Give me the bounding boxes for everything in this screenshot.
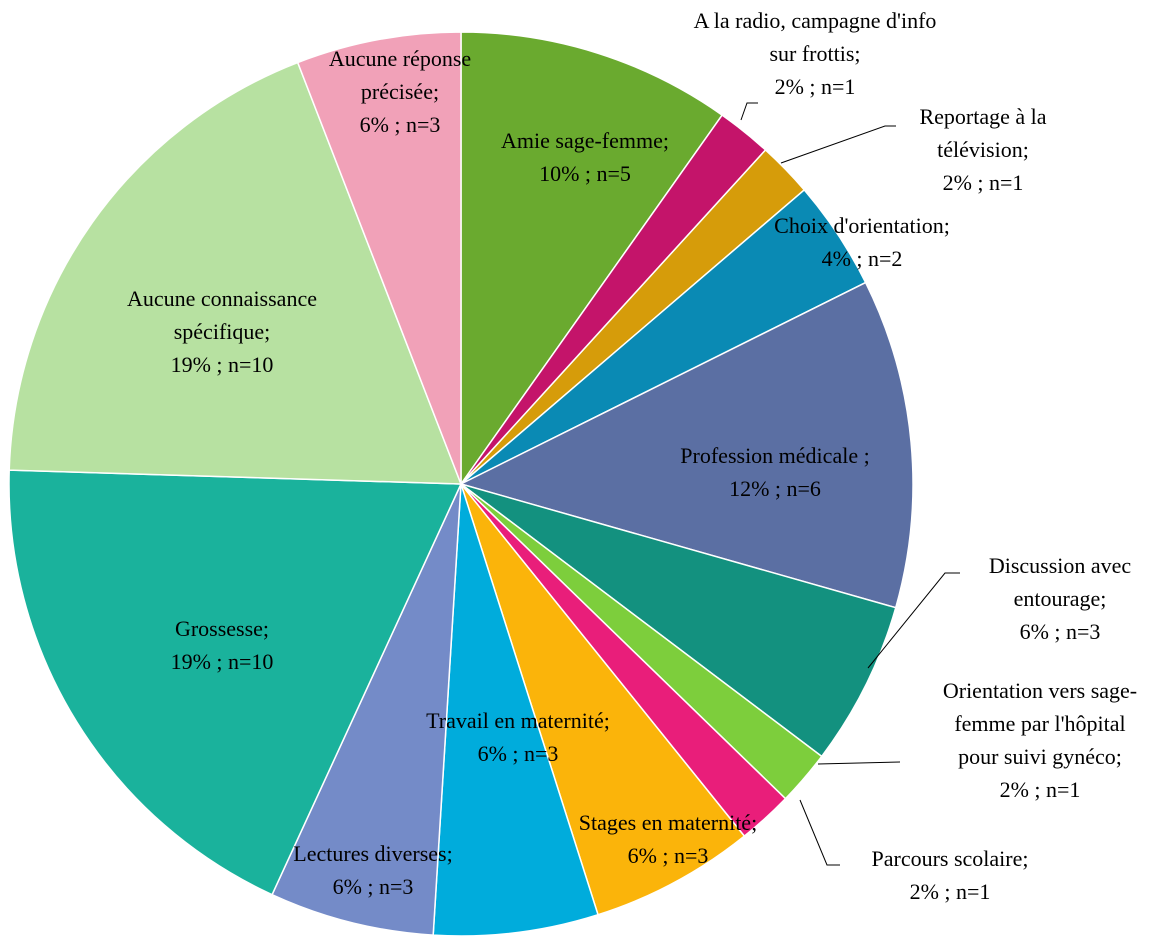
- pie-slice: [460, 31, 724, 487]
- category-label: Reportage à la télévision;: [919, 104, 1047, 162]
- slice-label: Grossesse; 19% ; n=10: [122, 612, 322, 678]
- category-label: Orientation vers sage-femme par l'hôpita…: [942, 678, 1138, 769]
- value-label: 6% ; n=3: [332, 874, 414, 899]
- value-label: 2% ; n=1: [942, 170, 1024, 195]
- category-label: A la radio, campagne d'info sur frottis;: [693, 8, 937, 66]
- value-label: 6% ; n=3: [477, 741, 559, 766]
- pie-slice: [8, 469, 463, 896]
- leader-line: [740, 102, 758, 121]
- slice-label: Orientation vers sage-femme par l'hôpita…: [943, 674, 1138, 806]
- category-label: Aucune connaissance spécifique;: [127, 286, 317, 344]
- value-label: 2% ; n=1: [774, 74, 856, 99]
- slice-label: Reportage à la télévision; 2% ; n=1: [883, 100, 1083, 199]
- slice-label: Parcours scolaire; 2% ; n=1: [830, 842, 1070, 908]
- slice-label: Profession médicale ; 12% ; n=6: [635, 439, 915, 505]
- value-label: 10% ; n=5: [539, 161, 631, 186]
- pie-slice: [458, 281, 914, 609]
- value-label: 6% ; n=3: [359, 112, 441, 137]
- value-label: 19% ; n=10: [170, 649, 274, 674]
- pie-slice: [460, 483, 746, 916]
- pie-slice: [271, 483, 462, 936]
- category-label: Discussion avec entourage;: [988, 553, 1132, 611]
- category-label: Choix d'orientation;: [774, 213, 950, 238]
- pie-slice: [432, 483, 599, 936]
- value-label: 19% ; n=10: [170, 352, 274, 377]
- category-label: Amie sage-femme;: [501, 128, 669, 153]
- category-label: Aucune réponse précisée;: [328, 46, 472, 104]
- slice-label: Travail en maternité; 6% ; n=3: [388, 704, 648, 770]
- category-label: Stages en maternité;: [578, 810, 758, 835]
- slice-label: A la radio, campagne d'info sur frottis;…: [680, 4, 950, 103]
- pie-slice: [296, 31, 462, 485]
- value-label: 2% ; n=1: [999, 777, 1081, 802]
- pie-slice: [460, 483, 897, 758]
- slice-label: Discussion avec entourage; 6% ; n=3: [965, 549, 1155, 648]
- leader-line: [867, 572, 960, 669]
- value-label: 4% ; n=2: [821, 246, 903, 271]
- category-label: Lectures diverses;: [293, 841, 453, 866]
- slice-label: Amie sage-femme; 10% ; n=5: [465, 124, 705, 190]
- pie-slice: [8, 61, 463, 485]
- value-label: 12% ; n=6: [729, 476, 821, 501]
- value-label: 6% ; n=3: [1019, 619, 1101, 644]
- leader-line: [799, 799, 840, 866]
- category-label: Profession médicale ;: [680, 443, 870, 468]
- slice-label: Aucune connaissance spécifique; 19% ; n=1…: [82, 282, 362, 381]
- slice-label: Aucune réponse précisée; 6% ; n=3: [300, 42, 500, 141]
- slice-label: Choix d'orientation; 4% ; n=2: [732, 209, 992, 275]
- category-label: Grossesse;: [174, 616, 270, 641]
- leader-line: [780, 125, 896, 164]
- category-label: Parcours scolaire;: [871, 846, 1029, 871]
- value-label: 6% ; n=3: [627, 843, 709, 868]
- slice-label: Stages en maternité; 6% ; n=3: [548, 806, 788, 872]
- leader-line: [817, 761, 901, 765]
- category-label: Travail en maternité;: [426, 708, 610, 733]
- value-label: 2% ; n=1: [909, 879, 991, 904]
- slice-label: Lectures diverses; 6% ; n=3: [253, 837, 493, 903]
